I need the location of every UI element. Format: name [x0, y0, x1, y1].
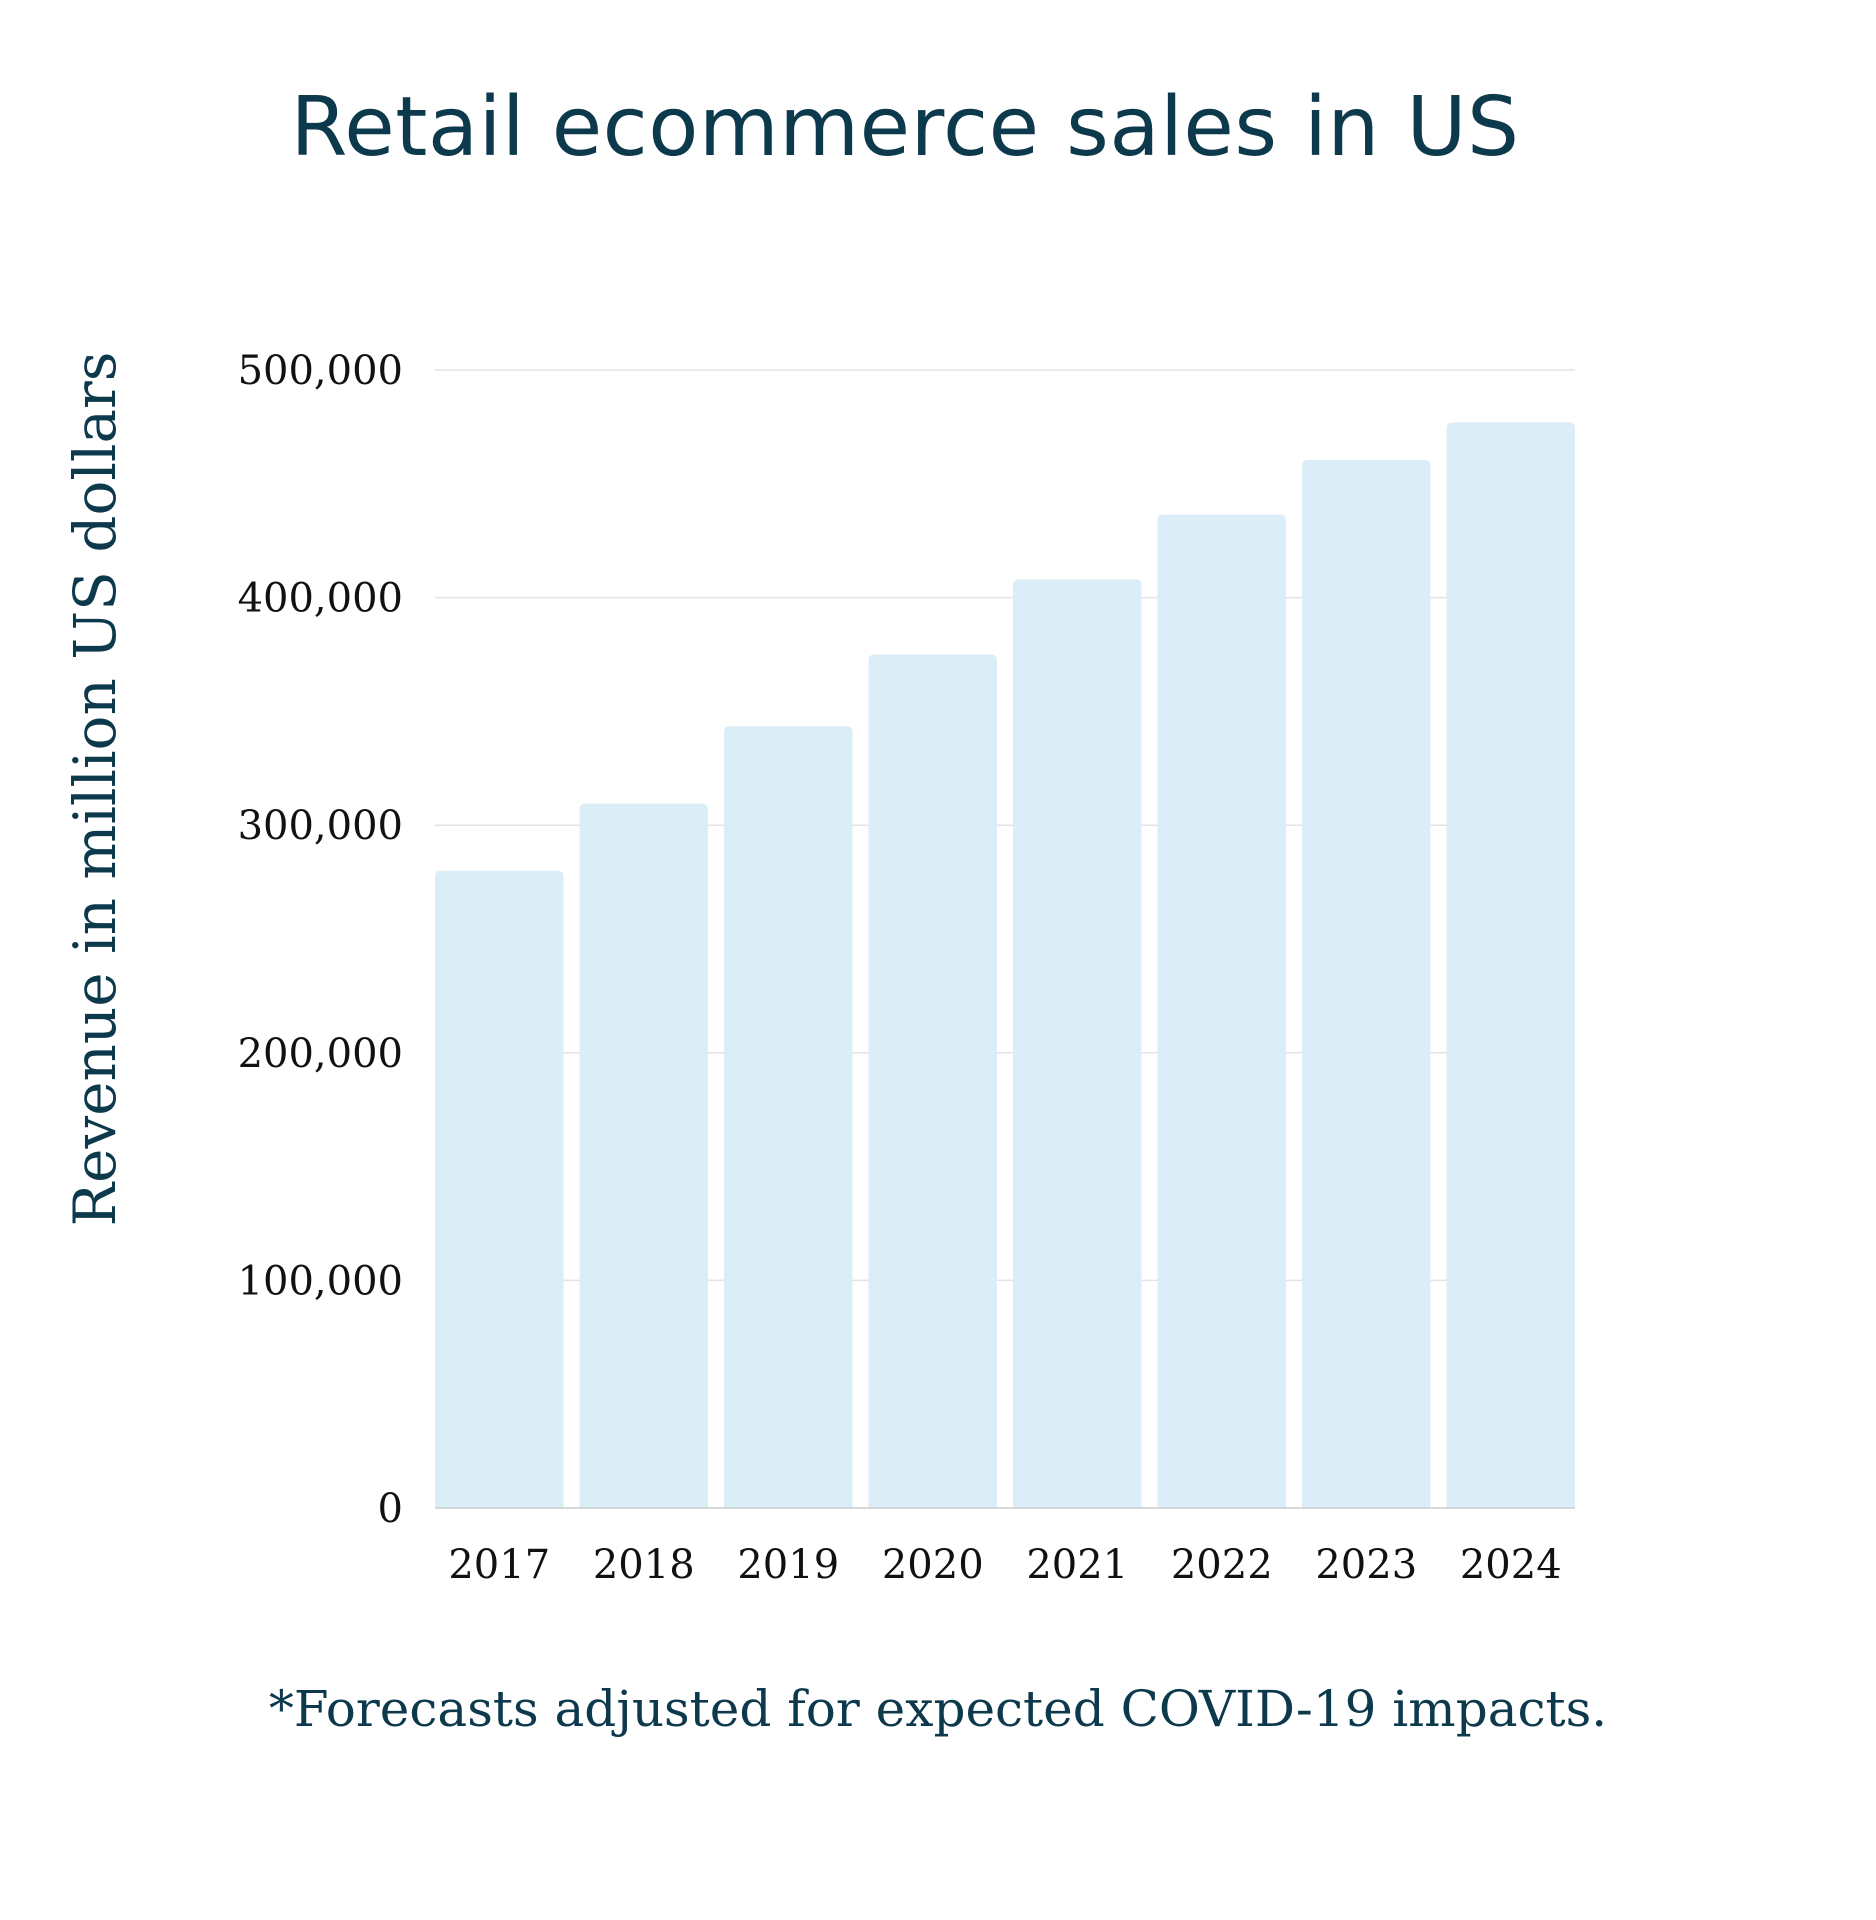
x-tick-label: 2018: [593, 1542, 695, 1588]
x-tick-labels: 2017 2018 2019 2020 2021 2022 2023 2024: [448, 1542, 1561, 1588]
bar-2024: [1446, 422, 1575, 1508]
bar-2021: [1013, 579, 1142, 1508]
x-tick-label: 2020: [882, 1542, 984, 1588]
x-tick-label: 2022: [1171, 1542, 1273, 1588]
y-tick-labels: 0 100,000 200,000 300,000 400,000 500,000: [238, 348, 403, 1532]
y-tick-label: 0: [378, 1486, 403, 1532]
bars: [435, 422, 1575, 1509]
x-tick-label: 2024: [1460, 1542, 1562, 1588]
chart-title: Retail ecommerce sales in US: [290, 80, 1520, 175]
y-axis-label: Revenue in million US dollars: [61, 351, 129, 1226]
x-tick-label: 2021: [1026, 1542, 1128, 1588]
y-tick-label: 500,000: [238, 348, 403, 394]
bar-2023: [1302, 459, 1431, 1509]
x-tick-label: 2017: [448, 1542, 550, 1588]
bar-2022: [1157, 514, 1286, 1508]
bar-2018: [579, 803, 708, 1508]
y-tick-label: 100,000: [238, 1258, 403, 1304]
x-tick-label: 2019: [737, 1542, 839, 1588]
bar-2017: [435, 870, 564, 1508]
y-tick-label: 200,000: [238, 1031, 403, 1077]
x-tick-label: 2023: [1315, 1542, 1417, 1588]
footnote: *Forecasts adjusted for expected COVID-1…: [268, 1680, 1608, 1738]
bar-2020: [868, 654, 997, 1508]
y-tick-label: 300,000: [238, 803, 403, 849]
bar-2019: [724, 726, 853, 1508]
y-tick-label: 400,000: [238, 576, 403, 622]
